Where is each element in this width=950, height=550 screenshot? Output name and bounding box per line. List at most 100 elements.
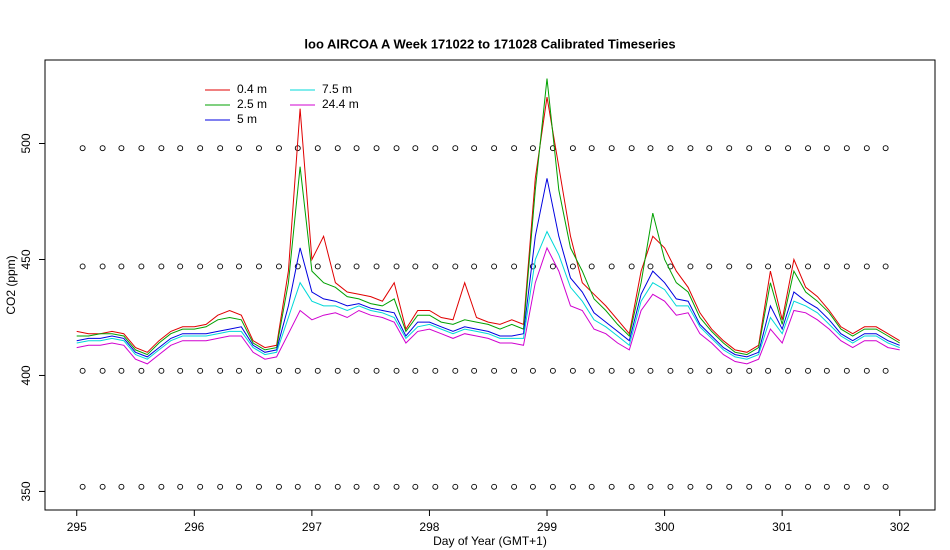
reference-point (863, 263, 870, 270)
reference-point (569, 367, 576, 374)
reference-point (138, 263, 145, 270)
reference-point (882, 145, 889, 152)
reference-point (99, 145, 106, 152)
reference-point (706, 263, 713, 270)
reference-point (471, 263, 478, 270)
reference-point (334, 263, 341, 270)
reference-point (432, 367, 439, 374)
reference-point (471, 367, 478, 374)
reference-point (373, 367, 380, 374)
x-tick-label: 299 (537, 520, 557, 534)
reference-point (549, 367, 556, 374)
reference-point (765, 263, 772, 270)
reference-point (491, 483, 498, 490)
reference-point (529, 263, 536, 270)
reference-point (314, 367, 321, 374)
reference-point (432, 263, 439, 270)
reference-point (373, 145, 380, 152)
reference-point (628, 263, 635, 270)
reference-point (882, 367, 889, 374)
y-tick-label: 400 (19, 365, 33, 385)
reference-point (726, 145, 733, 152)
reference-point (177, 367, 184, 374)
series-line (76, 97, 900, 353)
reference-point (843, 263, 850, 270)
reference-point (529, 145, 536, 152)
reference-point (432, 145, 439, 152)
reference-point (353, 145, 360, 152)
reference-point (393, 145, 400, 152)
reference-point (99, 367, 106, 374)
reference-point (647, 367, 654, 374)
series-line (76, 246, 900, 365)
reference-point (706, 483, 713, 490)
reference-point (197, 483, 204, 490)
reference-point (432, 483, 439, 490)
reference-point (217, 145, 224, 152)
reference-point (236, 145, 242, 152)
reference-point (588, 145, 595, 152)
reference-point (256, 367, 262, 374)
reference-point (276, 145, 282, 152)
reference-point (823, 483, 830, 490)
reference-point (217, 263, 224, 270)
reference-point (276, 367, 282, 374)
reference-point (118, 483, 125, 490)
reference-point (276, 483, 282, 490)
reference-point (197, 367, 204, 374)
reference-point (118, 367, 125, 374)
series-line (76, 178, 900, 358)
reference-point (805, 263, 811, 270)
legend-label: 5 m (237, 112, 257, 126)
reference-point (765, 483, 772, 490)
reference-point (628, 483, 635, 490)
reference-point (373, 263, 380, 270)
reference-point (334, 483, 341, 490)
reference-point (491, 263, 498, 270)
reference-point (294, 367, 301, 374)
reference-point (99, 263, 106, 270)
reference-point (197, 145, 204, 152)
reference-point (687, 145, 694, 152)
reference-point (667, 367, 674, 374)
reference-point (785, 367, 791, 374)
reference-point (647, 483, 654, 490)
reference-point (236, 483, 242, 490)
y-tick-label: 450 (19, 249, 33, 269)
legend-label: 24.4 m (322, 97, 359, 111)
reference-point (334, 145, 341, 152)
reference-point (608, 483, 615, 490)
reference-point (746, 145, 753, 152)
reference-point (726, 367, 733, 374)
reference-point (588, 483, 595, 490)
reference-point (549, 483, 556, 490)
reference-point (687, 263, 694, 270)
reference-point (294, 483, 301, 490)
reference-point (726, 483, 733, 490)
reference-point (569, 145, 576, 152)
reference-point (393, 367, 400, 374)
reference-point (138, 145, 145, 152)
reference-point (805, 145, 811, 152)
reference-point (79, 483, 86, 490)
reference-point (276, 263, 282, 270)
reference-point (393, 263, 400, 270)
reference-point (843, 145, 850, 152)
reference-point (726, 263, 733, 270)
reference-point (452, 145, 459, 152)
x-tick-label: 295 (67, 520, 87, 534)
reference-point (823, 263, 830, 270)
reference-point (628, 145, 635, 152)
reference-point (79, 263, 86, 270)
reference-point (314, 263, 321, 270)
reference-point (863, 145, 870, 152)
y-axis-label: CO2 (ppm) (4, 255, 18, 314)
chart-title: loo AIRCOA A Week 171022 to 171028 Calib… (304, 36, 675, 51)
reference-point (79, 145, 86, 152)
reference-point (177, 145, 184, 152)
reference-point (353, 483, 360, 490)
series-line (76, 78, 900, 356)
reference-point (569, 263, 576, 270)
reference-point (511, 145, 518, 152)
reference-point (471, 145, 478, 152)
